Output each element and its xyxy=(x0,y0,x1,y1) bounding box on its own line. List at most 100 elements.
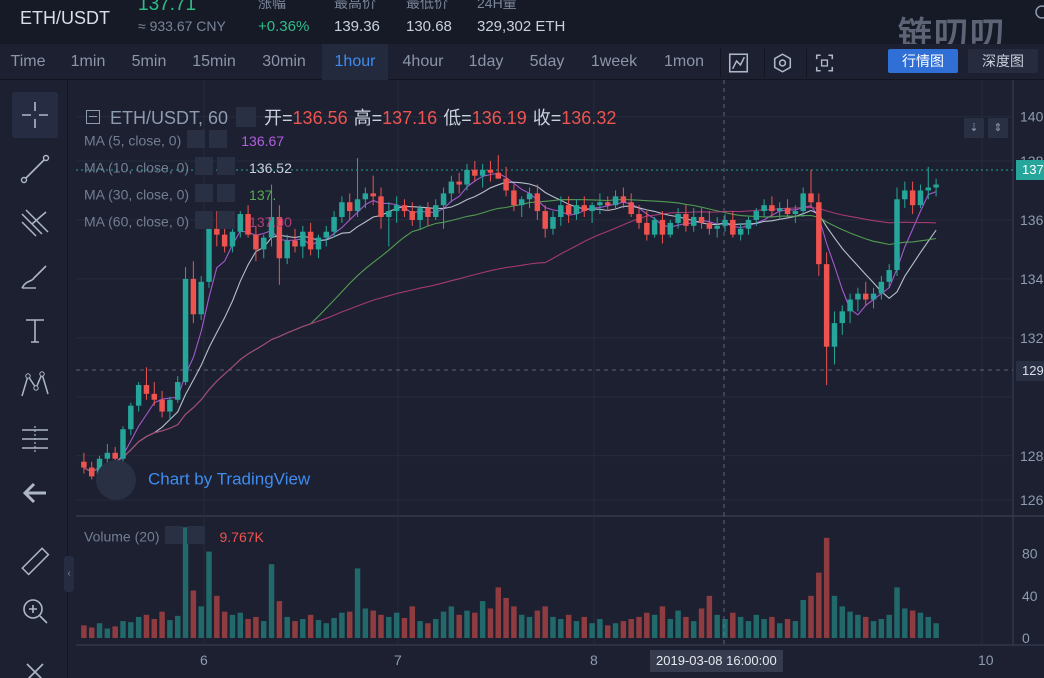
crosshair-icon[interactable] xyxy=(12,92,58,138)
settings-hex-icon[interactable] xyxy=(764,49,800,77)
volume-bar xyxy=(253,616,259,638)
volume-bar xyxy=(730,612,736,638)
price-tick-label: 132 xyxy=(1020,330,1044,346)
chart-type-icon[interactable] xyxy=(720,49,756,77)
ruler-icon[interactable] xyxy=(12,538,58,584)
tf-4hour[interactable]: 4hour xyxy=(402,53,444,70)
candle-body xyxy=(581,205,588,212)
depth-view-button[interactable]: 深度图 xyxy=(968,49,1038,73)
trend-line-icon[interactable] xyxy=(12,146,58,192)
tf-30min[interactable]: 30min xyxy=(262,53,306,70)
ma30-value: 137. xyxy=(249,186,277,203)
ma10-value: 136.52 xyxy=(249,159,292,176)
ma60-settings-icon[interactable] xyxy=(195,211,214,229)
pair-symbol[interactable]: ETH/USDT xyxy=(20,8,110,28)
ma30-close-icon[interactable] xyxy=(217,184,236,202)
volume-bar xyxy=(862,616,869,638)
volume-close-icon[interactable] xyxy=(187,526,206,544)
volume-bar xyxy=(81,625,87,638)
ma5-line xyxy=(83,172,937,473)
pattern-icon[interactable] xyxy=(12,362,58,408)
volume-bar xyxy=(143,614,150,638)
candle-body xyxy=(800,193,806,212)
ma60-close-icon[interactable] xyxy=(217,211,236,229)
tf-1day[interactable]: 1day xyxy=(468,53,504,70)
volume-bar xyxy=(714,614,720,638)
volume-bar xyxy=(581,616,588,638)
close-x-icon[interactable] xyxy=(12,642,58,678)
candle-body xyxy=(307,231,314,250)
collapse-toolbar-handle[interactable]: ‹ xyxy=(64,556,74,592)
stat-high-label: 最高价 xyxy=(334,0,376,11)
volume-bar xyxy=(456,614,462,638)
candle-body xyxy=(81,461,87,468)
text-tool-icon[interactable] xyxy=(12,308,58,354)
fullscreen-icon[interactable] xyxy=(806,49,842,77)
candle-body xyxy=(104,452,111,459)
tf-5day[interactable]: 5day xyxy=(529,53,565,70)
volume-bar xyxy=(135,616,142,638)
candle-body xyxy=(511,190,517,206)
candle-body xyxy=(644,222,650,235)
volume-bar xyxy=(432,619,439,638)
volume-bar xyxy=(378,614,384,638)
volume-bar xyxy=(472,612,478,638)
kline-view-button[interactable]: 行情图 xyxy=(888,49,958,73)
stat-low-label: 最低价 xyxy=(406,0,448,11)
fib-levels-icon[interactable] xyxy=(12,416,58,462)
candle-body xyxy=(370,193,376,197)
candle-body xyxy=(917,190,924,206)
ma30-settings-icon[interactable] xyxy=(195,184,214,202)
volume-bar xyxy=(182,527,189,638)
candle-body xyxy=(300,231,306,247)
candle-body xyxy=(362,193,369,200)
refresh-icon[interactable] xyxy=(1034,4,1044,20)
zoom-in-icon[interactable] xyxy=(12,588,58,634)
candle-body xyxy=(495,172,502,179)
volume-bar xyxy=(237,612,244,638)
volume-bar xyxy=(909,610,916,638)
volume-bar xyxy=(440,611,447,638)
candle-body xyxy=(784,208,791,215)
candle-body xyxy=(690,216,697,226)
candle-body xyxy=(260,237,267,250)
tradingview-watermark[interactable]: Chart by TradingView xyxy=(96,460,310,500)
tf-1hour[interactable]: 1hour xyxy=(322,44,388,80)
tf-1min[interactable]: 1min xyxy=(70,53,106,70)
ma5-legend: MA (5, close, 0) 136.67 xyxy=(84,130,284,152)
ma60-value: 137.00 xyxy=(249,213,292,230)
tf-5min[interactable]: 5min xyxy=(131,53,167,70)
volume-bar xyxy=(745,621,752,638)
candle-body xyxy=(151,393,158,400)
volume-bar xyxy=(409,606,416,638)
volume-bar xyxy=(761,619,767,638)
tf-1week[interactable]: 1week xyxy=(590,53,638,70)
tf-time[interactable]: Time xyxy=(10,53,46,70)
collapse-legend-icon[interactable] xyxy=(86,110,100,125)
ma5-close-icon[interactable] xyxy=(209,130,228,148)
candle-body xyxy=(88,467,95,477)
volume-settings-icon[interactable] xyxy=(165,526,184,544)
volume-tick-label: 0 xyxy=(1022,630,1030,646)
legend-settings-icon[interactable] xyxy=(236,107,257,128)
volume-bar xyxy=(534,610,541,638)
brush-icon[interactable] xyxy=(12,254,58,300)
tf-1mon[interactable]: 1mon xyxy=(663,53,705,70)
ma10-settings-icon[interactable] xyxy=(195,157,214,175)
candle-body xyxy=(698,216,705,223)
ma5-settings-icon[interactable] xyxy=(187,130,206,148)
candle-body xyxy=(393,205,400,212)
legend-high-label: 高= xyxy=(353,108,383,128)
scale-fit-icon[interactable]: ⇕ xyxy=(988,118,1008,138)
volume-bar xyxy=(393,612,400,638)
volume-bar xyxy=(589,623,595,638)
back-arrow-icon[interactable] xyxy=(12,470,58,516)
ma10-close-icon[interactable] xyxy=(217,157,236,175)
price-tick-label: 128 xyxy=(1020,448,1044,464)
pitchfork-icon[interactable] xyxy=(12,200,58,246)
tf-15min[interactable]: 15min xyxy=(192,53,236,70)
ma10-label: MA (10, close, 0) xyxy=(84,159,190,176)
candle-body xyxy=(472,169,478,176)
candle-body xyxy=(776,208,783,212)
scale-down-icon[interactable]: ⇣ xyxy=(964,118,984,138)
